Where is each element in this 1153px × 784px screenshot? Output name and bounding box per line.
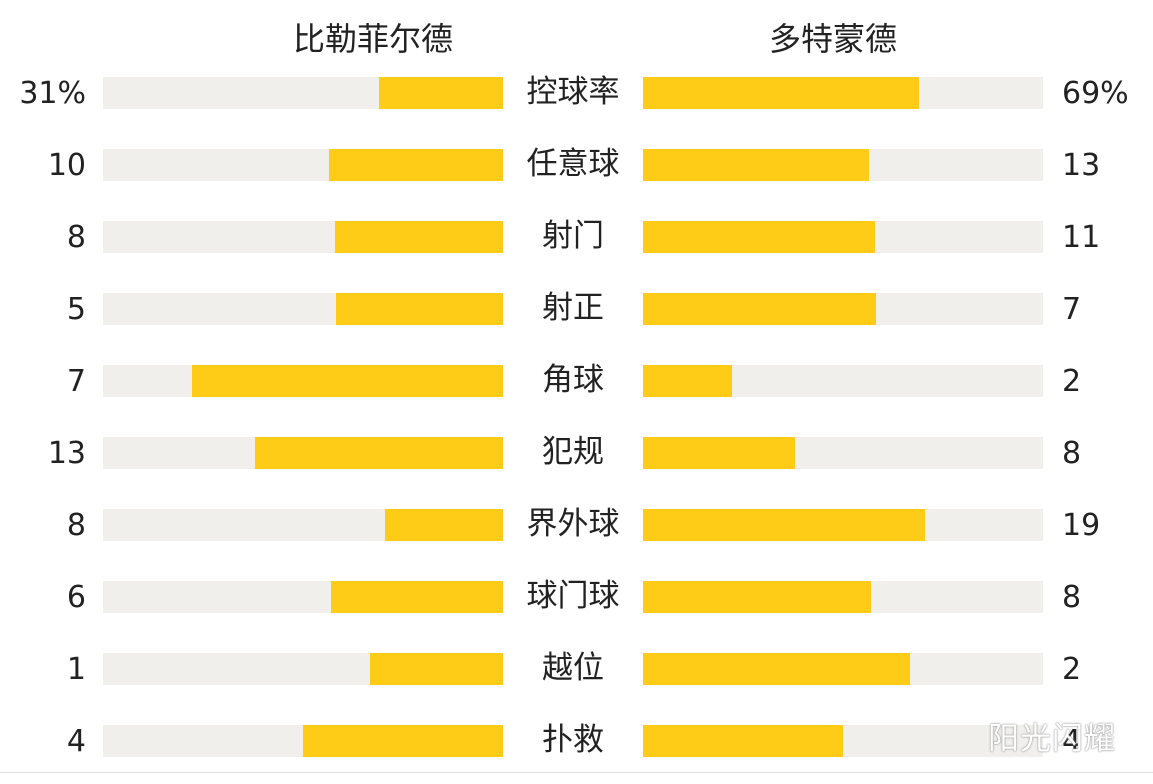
bottom-divider — [0, 772, 1153, 773]
stat-row: 4 扑救 4 — [0, 712, 1153, 784]
right-value: 69% — [1062, 76, 1129, 111]
stat-row: 8 射门 11 — [0, 208, 1153, 280]
team-right-name: 多特蒙德 — [768, 20, 897, 58]
stat-label: 射正 — [542, 290, 604, 326]
stat-label: 射门 — [542, 218, 604, 254]
stat-row: 31% 控球率 69% — [0, 64, 1153, 136]
left-value: 8 — [66, 508, 86, 543]
stat-row: 5 射正 7 — [0, 280, 1153, 352]
left-bar-track — [103, 77, 503, 109]
left-bar-track — [103, 365, 503, 397]
left-value: 7 — [66, 364, 86, 399]
right-bar — [643, 509, 925, 541]
team-left-name: 比勒菲尔德 — [292, 20, 453, 58]
right-bar — [643, 149, 869, 181]
right-bar-track — [643, 725, 1043, 757]
right-bar-track — [643, 581, 1043, 613]
right-bar — [643, 365, 732, 397]
left-bar — [255, 437, 503, 469]
left-bar-track — [103, 293, 503, 325]
right-value: 8 — [1062, 580, 1082, 615]
stat-label: 球门球 — [526, 578, 620, 614]
right-bar — [643, 437, 795, 469]
right-bar-track — [643, 509, 1043, 541]
left-bar — [329, 149, 503, 181]
left-bar-track — [103, 725, 503, 757]
left-bar — [336, 293, 503, 325]
stat-row: 13 犯规 8 — [0, 424, 1153, 496]
left-value: 10 — [47, 148, 86, 183]
right-bar-track — [643, 437, 1043, 469]
left-bar — [370, 653, 503, 685]
right-value: 8 — [1062, 436, 1082, 471]
stat-label: 扑救 — [542, 722, 604, 758]
left-bar-track — [103, 509, 503, 541]
right-value: 19 — [1062, 508, 1101, 543]
right-bar-track — [643, 653, 1043, 685]
stat-label: 控球率 — [526, 74, 620, 110]
left-bar-track — [103, 221, 503, 253]
right-bar-track — [643, 221, 1043, 253]
stat-label: 越位 — [542, 650, 604, 686]
right-bar-track — [643, 365, 1043, 397]
right-bar — [643, 653, 910, 685]
right-value: 11 — [1062, 220, 1101, 255]
left-value: 4 — [66, 724, 86, 759]
left-value: 8 — [66, 220, 86, 255]
right-bar-track — [643, 293, 1043, 325]
left-value: 31% — [19, 76, 86, 111]
right-bar — [643, 77, 919, 109]
left-bar — [331, 581, 503, 613]
right-bar — [643, 221, 875, 253]
left-bar-track — [103, 149, 503, 181]
right-bar-track — [643, 77, 1043, 109]
stat-label: 任意球 — [526, 146, 620, 182]
left-bar-track — [103, 581, 503, 613]
right-bar — [643, 293, 876, 325]
left-value: 5 — [66, 292, 86, 327]
stat-row: 10 任意球 13 — [0, 136, 1153, 208]
stat-row: 1 越位 2 — [0, 640, 1153, 712]
left-bar-track — [103, 437, 503, 469]
right-value: 7 — [1062, 292, 1082, 327]
stat-label: 角球 — [542, 362, 604, 398]
left-bar-track — [103, 653, 503, 685]
right-value: 13 — [1062, 148, 1101, 183]
right-value: 4 — [1062, 724, 1082, 759]
left-bar — [379, 77, 503, 109]
stat-row: 8 界外球 19 — [0, 496, 1153, 568]
left-value: 6 — [66, 580, 86, 615]
stat-label: 界外球 — [526, 506, 620, 542]
right-bar — [643, 725, 843, 757]
left-value: 1 — [66, 652, 86, 687]
left-bar — [335, 221, 503, 253]
left-bar — [192, 365, 503, 397]
stat-row: 6 球门球 8 — [0, 568, 1153, 640]
left-value: 13 — [47, 436, 86, 471]
stat-label: 犯规 — [542, 434, 604, 470]
left-bar — [385, 509, 503, 541]
stat-row: 7 角球 2 — [0, 352, 1153, 424]
right-value: 2 — [1062, 652, 1082, 687]
right-bar-track — [643, 149, 1043, 181]
watermark: 阳光闪耀 — [988, 721, 1116, 757]
right-value: 2 — [1062, 364, 1082, 399]
right-bar — [643, 581, 871, 613]
left-bar — [303, 725, 503, 757]
